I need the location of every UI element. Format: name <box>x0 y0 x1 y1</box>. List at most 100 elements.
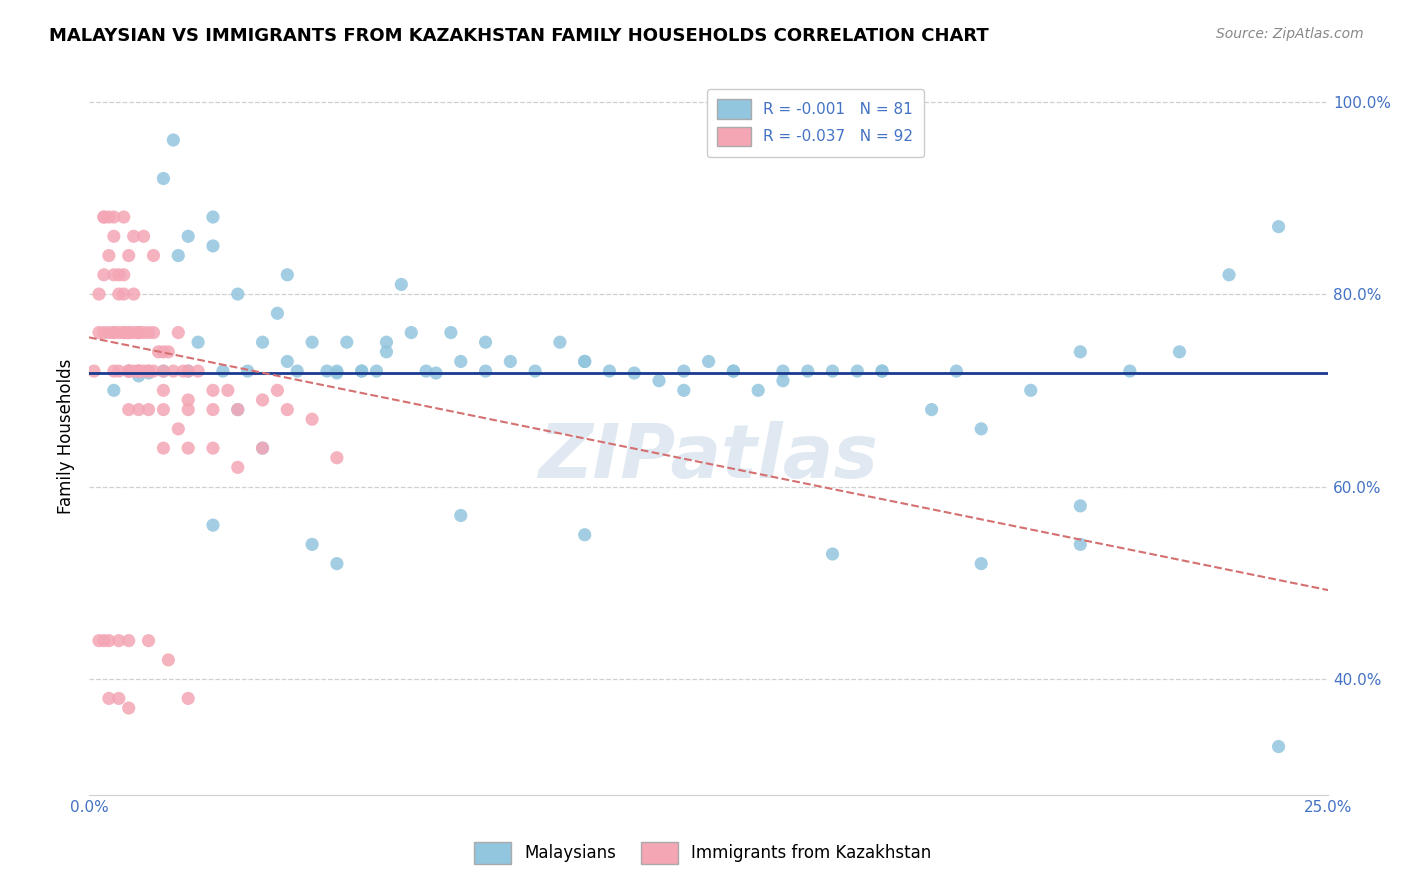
Point <box>697 354 720 368</box>
Point <box>399 326 422 340</box>
Point <box>648 374 671 388</box>
Point <box>425 366 447 380</box>
Legend: R = -0.001   N = 81, R = -0.037   N = 92: R = -0.001 N = 81, R = -0.037 N = 92 <box>707 88 924 157</box>
Point <box>167 326 190 340</box>
Point <box>474 364 496 378</box>
Point <box>83 364 105 378</box>
Point <box>252 335 274 350</box>
Point <box>1168 344 1191 359</box>
Point <box>132 229 155 244</box>
Point <box>122 364 145 378</box>
Point <box>226 460 249 475</box>
Point <box>128 364 150 378</box>
Point <box>350 364 373 378</box>
Point <box>252 441 274 455</box>
Point <box>276 402 298 417</box>
Point <box>118 364 141 378</box>
Point <box>87 633 110 648</box>
Point <box>87 326 110 340</box>
Point <box>1119 364 1142 378</box>
Point <box>118 248 141 262</box>
Point <box>821 547 844 561</box>
Point <box>107 287 129 301</box>
Point <box>252 392 274 407</box>
Point <box>138 633 160 648</box>
Point <box>118 364 141 378</box>
Point <box>326 366 349 380</box>
Point <box>252 441 274 455</box>
Point <box>93 210 115 224</box>
Point <box>152 402 174 417</box>
Point <box>167 422 190 436</box>
Point <box>112 326 135 340</box>
Point <box>723 364 745 378</box>
Point <box>201 239 224 253</box>
Point <box>142 248 165 262</box>
Point <box>128 364 150 378</box>
Point <box>103 229 125 244</box>
Point <box>598 364 620 378</box>
Point <box>326 450 349 465</box>
Point <box>138 364 160 378</box>
Point <box>128 364 150 378</box>
Point <box>152 441 174 455</box>
Point <box>107 633 129 648</box>
Point <box>524 364 547 378</box>
Point <box>450 354 472 368</box>
Point <box>138 364 160 378</box>
Point <box>187 364 209 378</box>
Point <box>970 557 993 571</box>
Point <box>152 171 174 186</box>
Point <box>162 133 184 147</box>
Point <box>103 384 125 398</box>
Point <box>177 364 200 378</box>
Point <box>672 364 695 378</box>
Point <box>821 364 844 378</box>
Point <box>128 326 150 340</box>
Point <box>301 412 323 426</box>
Text: ZIPatlas: ZIPatlas <box>538 421 879 494</box>
Point <box>93 633 115 648</box>
Point <box>177 441 200 455</box>
Point <box>672 384 695 398</box>
Point <box>152 364 174 378</box>
Point <box>366 364 388 378</box>
Point <box>152 384 174 398</box>
Point <box>177 691 200 706</box>
Point <box>112 287 135 301</box>
Point <box>201 384 224 398</box>
Point <box>177 364 200 378</box>
Point <box>118 326 141 340</box>
Point <box>97 691 120 706</box>
Point <box>723 364 745 378</box>
Point <box>1267 739 1289 754</box>
Point <box>389 277 412 292</box>
Point <box>107 691 129 706</box>
Point <box>285 364 308 378</box>
Point <box>201 518 224 533</box>
Point <box>326 557 349 571</box>
Point <box>623 366 645 380</box>
Point <box>162 364 184 378</box>
Point <box>177 229 200 244</box>
Point <box>142 326 165 340</box>
Point <box>128 326 150 340</box>
Point <box>87 287 110 301</box>
Point <box>548 335 571 350</box>
Point <box>772 364 794 378</box>
Point <box>103 210 125 224</box>
Point <box>266 306 288 320</box>
Point <box>103 326 125 340</box>
Point <box>118 402 141 417</box>
Point <box>574 354 596 368</box>
Point <box>276 354 298 368</box>
Point <box>118 701 141 715</box>
Point <box>226 402 249 417</box>
Point <box>375 344 398 359</box>
Point <box>1069 537 1091 551</box>
Point <box>846 364 869 378</box>
Point <box>1218 268 1240 282</box>
Point <box>226 287 249 301</box>
Point <box>138 402 160 417</box>
Point <box>450 508 472 523</box>
